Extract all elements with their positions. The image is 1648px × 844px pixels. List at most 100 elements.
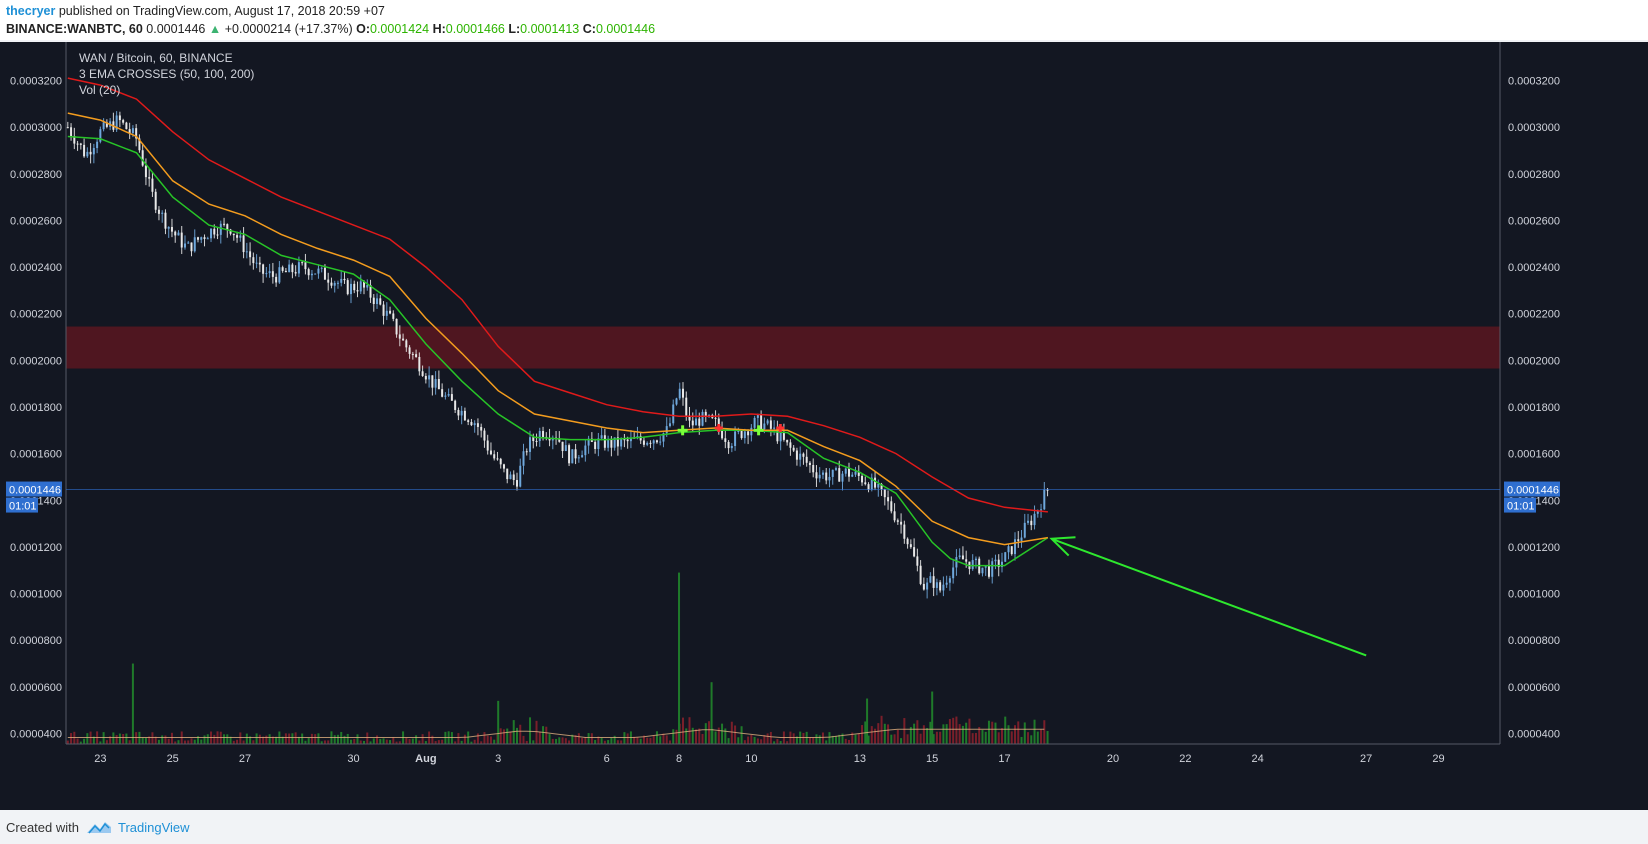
candle-body [766, 420, 769, 424]
x-tick-label: 23 [94, 753, 106, 765]
candle-body [304, 262, 307, 270]
candle-body [197, 237, 200, 240]
volume-bar [883, 723, 886, 744]
candle-body [926, 582, 929, 590]
candle-body [688, 415, 691, 421]
candle-body [382, 304, 385, 316]
volume-bar [994, 722, 997, 744]
volume-bar [909, 727, 912, 744]
candle-body [769, 420, 772, 429]
candle-body [70, 127, 73, 137]
candle-body [672, 404, 675, 424]
candle-body [903, 524, 906, 539]
candle-body [922, 583, 925, 590]
y-tick-label-right: 0.0000400 [1508, 729, 1560, 741]
volume-bar [802, 732, 805, 744]
volume-bar [668, 740, 671, 744]
candle-body [1043, 489, 1046, 510]
candle-body [522, 451, 525, 466]
price-chart[interactable]: 0.0003200 0.0003200 0.0003000 0.0003000 0.00… [0, 42, 1648, 810]
tradingview-logo-icon[interactable] [86, 819, 112, 835]
volume-bar [577, 733, 580, 744]
volume-bar [450, 732, 453, 744]
volume-bar [844, 738, 847, 744]
volume-bar [327, 740, 330, 744]
tradingview-brand-link[interactable]: TradingView [118, 820, 190, 835]
candle-body [691, 420, 694, 426]
candle-body [229, 229, 232, 234]
candle-body [151, 178, 154, 192]
volume-bar [766, 733, 769, 744]
volume-bar [906, 734, 909, 744]
volume-bar [854, 734, 857, 744]
candle-body [480, 426, 483, 431]
volume-bar [929, 721, 932, 744]
candle-body [336, 282, 339, 284]
volume-bar [708, 721, 711, 744]
candle-body [330, 282, 333, 286]
low-label: L: [508, 22, 521, 36]
candle-body [483, 430, 486, 441]
volume-bar [525, 740, 528, 744]
candle-body [99, 129, 102, 142]
volume-bar [955, 716, 958, 744]
volume-bar [346, 733, 349, 744]
candle-body [1040, 509, 1043, 511]
candle-body [818, 474, 821, 479]
candle-body [792, 447, 795, 451]
volume-bar [607, 740, 610, 744]
candle-body [893, 511, 896, 521]
chart-container[interactable]: 0.0003200 0.0003200 0.0003000 0.0003000 0.00… [0, 42, 1648, 810]
volume-bar [144, 737, 147, 744]
candle-body [349, 283, 352, 295]
candle-body [939, 582, 942, 591]
candle-body [916, 556, 919, 566]
volume-bar [1007, 725, 1010, 744]
candle-body [773, 427, 776, 429]
candle-body [564, 445, 567, 452]
candle-body [379, 298, 382, 305]
candle-body [623, 439, 626, 441]
close-label: C: [582, 22, 596, 36]
candle-body [167, 226, 170, 229]
volume-bar [245, 733, 248, 744]
candle-body [834, 468, 837, 470]
volume-bar [109, 736, 112, 744]
volume-bar [284, 733, 287, 744]
candle-body [958, 555, 961, 558]
volume-bar [548, 734, 551, 744]
countdown-tag-left [6, 497, 38, 513]
volume-bar [467, 731, 470, 744]
volume-bar [239, 732, 242, 744]
ema200-line [67, 77, 1048, 513]
candle-body [906, 538, 909, 545]
candle-body [952, 567, 955, 579]
volume-bar [968, 718, 971, 744]
volume-bar [795, 736, 798, 744]
y-tick-label-left: 0.0000400 [10, 729, 62, 741]
volume-bar [460, 740, 463, 744]
candle-body [1004, 552, 1007, 562]
volume-bar [952, 717, 955, 744]
candle-body [1027, 520, 1030, 523]
candle-body [470, 422, 473, 426]
candle-body [317, 268, 320, 274]
candle-body [997, 559, 1000, 568]
candle-body [1046, 489, 1049, 491]
volume-bar [115, 735, 118, 744]
resistance-zone [66, 326, 1500, 369]
volume-bar [639, 738, 642, 744]
volume-bar [70, 733, 73, 744]
author-link[interactable]: thecryer [6, 4, 56, 18]
volume-bar [763, 735, 766, 744]
volume-bar [1027, 732, 1030, 744]
volume-bar [499, 728, 502, 744]
volume-bar [249, 736, 252, 744]
volume-bar [730, 721, 733, 744]
volume-bar [698, 728, 701, 744]
volume-bar [610, 737, 613, 744]
x-tick-label: 27 [239, 753, 251, 765]
volume-bar [356, 734, 359, 744]
volume-bar [685, 728, 688, 744]
candle-body [356, 290, 359, 292]
